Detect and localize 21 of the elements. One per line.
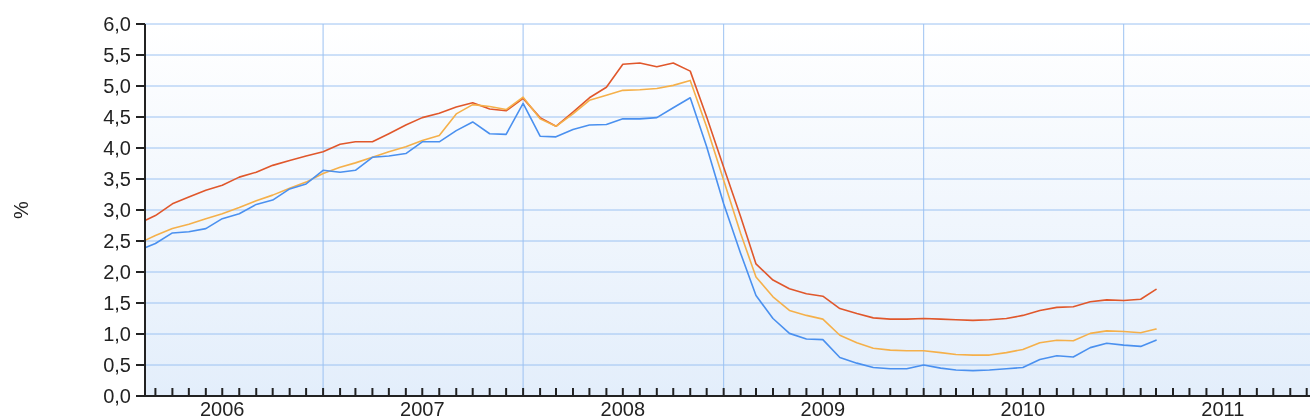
y-tick-label: 5,5: [103, 44, 131, 66]
x-tick-label: 2006: [200, 398, 245, 419]
y-axis-title: %: [10, 200, 32, 219]
x-tick-label: 2008: [600, 398, 646, 419]
x-tick-label: 2007: [400, 398, 445, 419]
y-tick-label: 1,0: [103, 323, 131, 345]
y-tick-label: 1,5: [103, 292, 131, 314]
y-tick-label: 4,5: [103, 106, 131, 128]
y-tick-label: 6,0: [103, 13, 131, 35]
y-tick-label: 0,5: [103, 354, 131, 376]
line-series: [144, 62, 1157, 322]
x-tick-label: 2011: [1201, 398, 1245, 419]
y-tick-label: 4,0: [103, 137, 131, 159]
y-tick-label: 2,5: [103, 230, 131, 252]
y-tick-label: 2,0: [103, 261, 131, 283]
y-tick-label: 3,0: [103, 199, 131, 221]
y-tick-label: 0,0: [103, 385, 131, 407]
x-tick-label: 2010: [1000, 398, 1046, 419]
x-tick-label: 2009: [800, 398, 846, 419]
y-tick-label: 3,5: [103, 168, 131, 190]
y-tick-label: 5,0: [103, 75, 131, 97]
